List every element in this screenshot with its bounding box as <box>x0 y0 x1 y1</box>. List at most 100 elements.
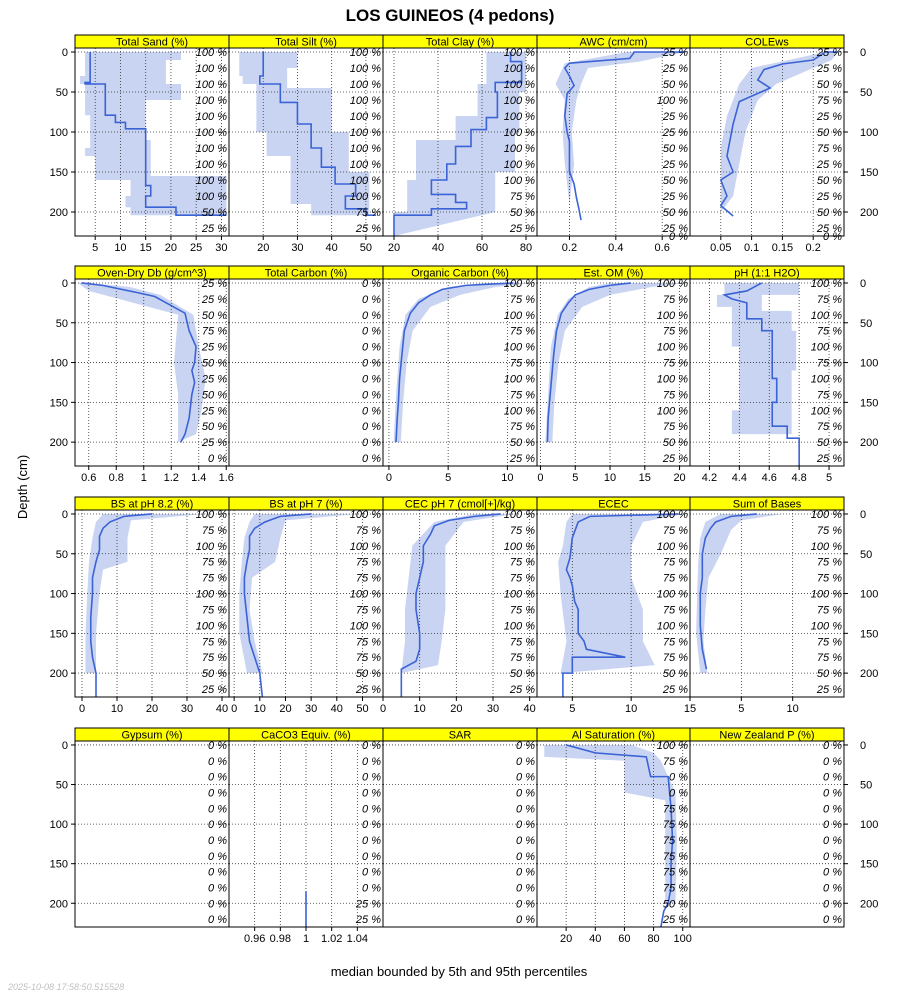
pedon-percent-label: 75 % <box>817 143 842 155</box>
panel-title: Sum of Bases <box>733 499 802 511</box>
pedon-percent-label: 0 % <box>516 787 535 799</box>
y-tick-label: 150 <box>860 628 878 640</box>
pedon-percent-label: 0 % <box>362 358 381 370</box>
panel: CaCO3 Equiv. (%) 0 % 0 % 0 % 0 % 0 % 0 % 0 % 0 %… <box>228 727 384 945</box>
panel-title: ECEC <box>598 499 629 511</box>
pedon-percent-label: 100 % <box>811 342 842 354</box>
pedon-percent-label: 25 % <box>201 373 227 385</box>
pedon-percent-label: 25 % <box>662 47 688 59</box>
pedon-percent-label: 0 % <box>362 787 381 799</box>
pedon-percent-label: 25 % <box>201 684 227 696</box>
panel: BS at pH 8.2 (%)100 %75 %100 %75 %75 %10… <box>50 496 230 715</box>
pedon-percent-label: 100 % <box>811 278 842 290</box>
x-tick-label: 50 <box>360 242 372 254</box>
pedon-percent-label: 0 % <box>516 740 535 752</box>
pedon-percent-label: 75 % <box>510 421 535 433</box>
pedon-percent-label: 75 % <box>663 835 688 847</box>
y-tick-label: 50 <box>860 87 872 99</box>
pedon-percent-label: 75 % <box>510 294 535 306</box>
pedon-percent-label: 25 % <box>509 453 535 465</box>
panel-title: SAR <box>449 730 472 742</box>
pedon-percent-label: 75 % <box>663 421 688 433</box>
x-tick-label: 0 <box>79 703 85 715</box>
pedon-percent-label: 100 % <box>196 63 227 75</box>
y-tick-label: 100 <box>50 819 68 831</box>
pedon-percent-label: 75 % <box>202 326 227 338</box>
y-tick-label: 150 <box>50 167 68 179</box>
x-tick-label: 0.96 <box>244 933 265 945</box>
pedon-percent-label: 100 % <box>811 373 842 385</box>
pedon-percent-label: 75 % <box>817 389 842 401</box>
y-tick-label: 50 <box>860 318 872 330</box>
panel-frame <box>689 740 845 928</box>
pedon-percent-label: 0 % <box>208 740 227 752</box>
panel-title: Est. OM (%) <box>584 268 644 280</box>
x-tick-label: 0 <box>231 703 237 715</box>
pedon-percent-label: 100 % <box>196 175 227 187</box>
percentile-band <box>696 513 783 674</box>
x-tick-label: 1.02 <box>321 933 342 945</box>
pedon-percent-label: 50 % <box>817 207 842 219</box>
x-tick-label: 1 <box>141 472 147 484</box>
median-line <box>563 51 686 221</box>
y-tick-label: 150 <box>50 628 68 640</box>
pedon-percent-label: 75 % <box>663 604 688 616</box>
pedon-percent-label: 0 % <box>362 867 381 879</box>
x-tick-label: 60 <box>618 933 630 945</box>
percentile-band <box>716 282 800 435</box>
panel-plot-area <box>537 510 690 697</box>
pedon-percent-label: 0 % <box>823 914 842 926</box>
x-tick-label: 0.6 <box>81 472 96 484</box>
median-line <box>395 282 514 443</box>
pedon-percent-label: 75 % <box>663 389 688 401</box>
pedon-percent-label: 0 % <box>516 882 535 894</box>
pedon-percent-label: 0 % <box>823 835 842 847</box>
pedon-percent-label: 75 % <box>817 604 842 616</box>
x-tick-label: 20 <box>450 703 462 715</box>
x-tick-label: 5 <box>826 472 832 484</box>
y-tick-label: 200 <box>860 207 878 219</box>
pedon-percent-label: 100 % <box>350 509 381 521</box>
panel-plot-area <box>229 282 383 443</box>
panel-frame <box>689 509 845 698</box>
pedon-percent-label: 0 % <box>208 787 227 799</box>
pedon-percent-label: 75 % <box>817 421 842 433</box>
pedon-percent-label: 0 % <box>362 835 381 847</box>
pedon-percent-label: 100 % <box>350 63 381 75</box>
x-tick-label: 40 <box>589 933 601 945</box>
panel-frame <box>689 47 845 237</box>
pedon-percent-label: 0 % <box>362 326 381 338</box>
pedon-percent-label: 0 % <box>516 756 535 768</box>
panel-title: Al Saturation (%) <box>572 730 655 742</box>
panel-plot-area <box>75 744 229 904</box>
pedon-percent-label: 0 % <box>516 772 535 784</box>
pedon-percent-label: 25 % <box>816 191 842 203</box>
x-tick-label: 4.8 <box>791 472 806 484</box>
pedon-percent-label: 100 % <box>811 620 842 632</box>
panel-title: AWC (cm/cm) <box>579 37 647 49</box>
pedon-percent-label: 100 % <box>811 541 842 553</box>
median-line <box>562 513 679 697</box>
x-tick-label: 30 <box>181 703 193 715</box>
pedon-percent-label: 75 % <box>356 557 381 569</box>
pedon-percent-label: 100 % <box>350 589 381 601</box>
pedon-percent-label: 25 % <box>201 278 227 290</box>
pedon-percent-label: 75 % <box>510 636 535 648</box>
pedon-percent-label: 75 % <box>510 604 535 616</box>
pedon-percent-label: 100 % <box>196 111 227 123</box>
pedon-percent-label: 0 % <box>516 914 535 926</box>
y-tick-label: 150 <box>50 859 68 871</box>
pedon-percent-label: 100 % <box>196 191 227 203</box>
x-tick-label: 0.2 <box>806 242 821 254</box>
pedon-percent-label: 100 % <box>657 620 688 632</box>
x-tick-label: 0.2 <box>562 242 577 254</box>
pedon-percent-label: 75 % <box>817 557 842 569</box>
pedon-percent-label: 0 % <box>208 756 227 768</box>
x-tick-label: 20 <box>279 703 291 715</box>
y-tick-label: 100 <box>50 127 68 139</box>
x-tick-label: 0.8 <box>109 472 124 484</box>
pedon-percent-label: 25 % <box>201 342 227 354</box>
median-line <box>258 52 377 216</box>
pedon-percent-label: 100 % <box>811 405 842 417</box>
pedon-percent-label: 0 % <box>669 787 688 799</box>
